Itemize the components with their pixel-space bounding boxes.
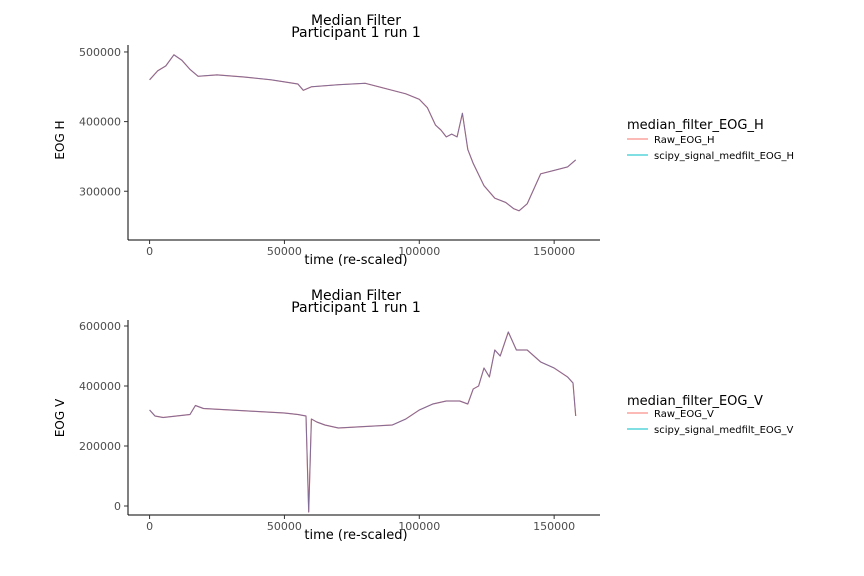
legend-label-medfilt: scipy_signal_medfilt_EOG_V [654, 425, 794, 436]
chart-title: Median Filter [311, 13, 401, 29]
legend-title: median_filter_EOG_V [627, 394, 763, 409]
legend-title: median_filter_EOG_H [627, 118, 764, 133]
x-tick-label: 150000 [533, 245, 575, 258]
x-tick-label: 0 [146, 245, 153, 258]
chart-panel-eog-v: Median Filter Participant 1 run 1 time (… [53, 288, 794, 543]
x-axis-label: time (re-scaled) [304, 528, 407, 543]
x-tick-label: 50000 [267, 520, 302, 533]
y-tick-label: 0 [114, 500, 121, 513]
x-tick-label: 50000 [267, 245, 302, 258]
y-tick-label: 300000 [79, 185, 121, 198]
x-axis-label: time (re-scaled) [304, 253, 407, 268]
series-line-Raw_EOG_H [149, 54, 577, 212]
legend-label-raw: Raw_EOG_H [654, 135, 715, 146]
series-line-scipy_signal_medfilt_EOG_V [149, 331, 577, 513]
y-tick-label: 400000 [79, 116, 121, 129]
x-tick-label: 100000 [398, 245, 440, 258]
y-tick-label: 400000 [79, 380, 121, 393]
y-tick-label: 500000 [79, 46, 121, 59]
x-tick-label: 0 [146, 520, 153, 533]
chart-subtitle: Participant 1 run 1 [291, 300, 421, 316]
y-tick-label: 600000 [79, 320, 121, 333]
chart-panel-eog-h: Median Filter Participant 1 run 1 time (… [53, 13, 794, 268]
series-line-Raw_EOG_V [149, 331, 577, 513]
y-tick-label: 200000 [79, 440, 121, 453]
y-axis-label: EOG H [53, 120, 67, 159]
chart-title: Median Filter [311, 288, 401, 304]
y-axis-label: EOG V [53, 398, 67, 437]
x-tick-label: 100000 [398, 520, 440, 533]
legend-label-raw: Raw_EOG_V [654, 409, 714, 420]
x-tick-label: 150000 [533, 520, 575, 533]
legend-label-medfilt: scipy_signal_medfilt_EOG_H [654, 151, 794, 162]
series-line-scipy_signal_medfilt_EOG_H [149, 54, 577, 212]
chart-subtitle: Participant 1 run 1 [291, 25, 421, 41]
